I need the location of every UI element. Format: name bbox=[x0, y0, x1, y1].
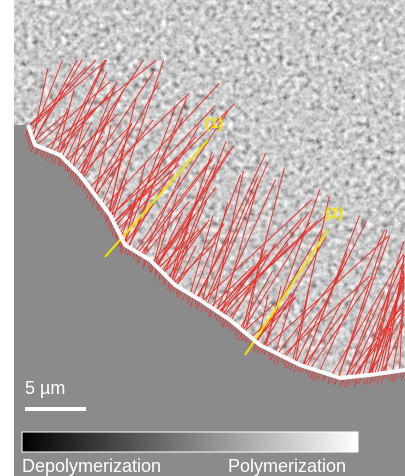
page: {"labels": {"marker_1": "(1)", "marker_2… bbox=[0, 0, 405, 476]
colorbar-high-label: Polymerization bbox=[228, 456, 346, 476]
marker-label: (2) bbox=[325, 205, 343, 222]
scale-bar-label: 5 µm bbox=[25, 378, 65, 398]
figure: (1) (2) 5 µm Depolymerization Polymeriza… bbox=[0, 0, 405, 476]
colorbar bbox=[22, 432, 358, 452]
colorbar-low-label: Depolymerization bbox=[22, 456, 161, 476]
marker-label: (1) bbox=[205, 115, 223, 132]
